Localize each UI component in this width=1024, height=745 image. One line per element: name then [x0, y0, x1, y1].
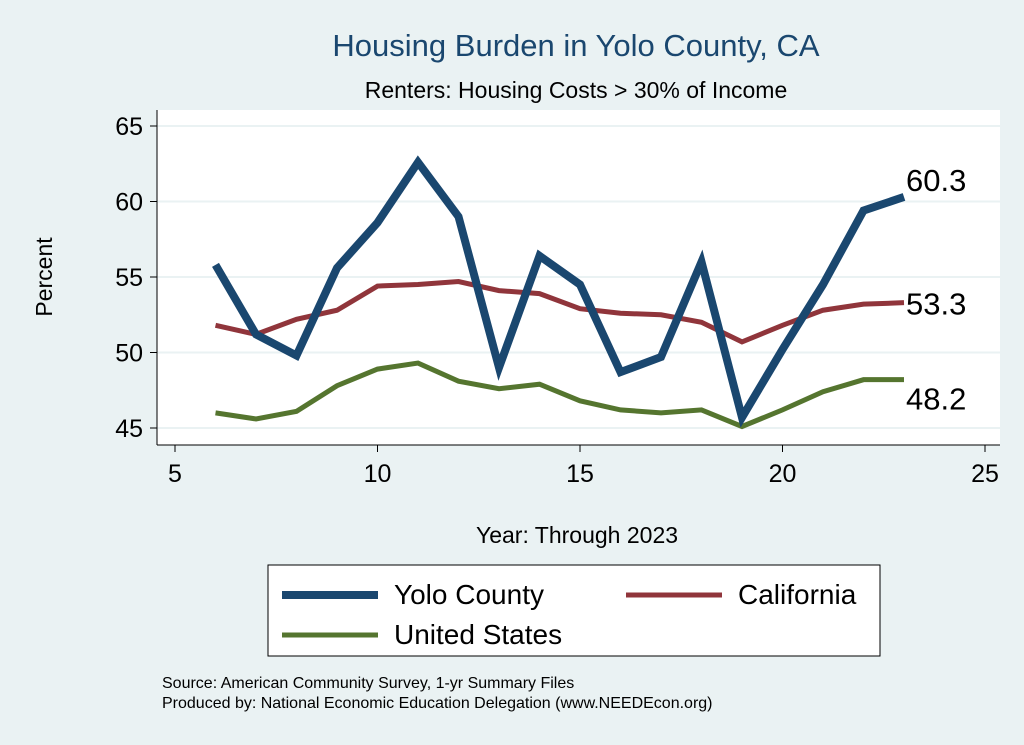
end-value-label: 53.3: [906, 287, 966, 322]
x-tick-label: 25: [971, 460, 999, 488]
x-tick-label: 5: [168, 460, 182, 488]
x-tick-label: 15: [566, 460, 594, 488]
legend-label: California: [738, 579, 857, 610]
series-line-california: [214, 279, 905, 345]
y-tick-label: 50: [115, 340, 143, 368]
y-tick-label: 55: [115, 264, 143, 292]
chart-subtitle: Renters: Housing Costs > 30% of Income: [365, 77, 788, 103]
legend-label: Yolo County: [394, 579, 544, 610]
series-line-united-states: [215, 360, 904, 430]
x-tick-label: 10: [364, 460, 392, 488]
y-axis-label: Percent: [31, 237, 57, 317]
end-value-label: 48.2: [906, 382, 966, 417]
x-axis-label: Year: Through 2023: [476, 522, 678, 548]
chart-title: Housing Burden in Yolo County, CA: [332, 28, 819, 63]
end-value-label: 60.3: [906, 163, 966, 198]
legend-label: United States: [394, 619, 562, 650]
series-line-yolo-county: [212, 155, 906, 428]
y-tick-label: 65: [115, 113, 143, 141]
producer-note: Produced by: National Economic Education…: [162, 695, 713, 712]
legend-box: [267, 564, 881, 657]
y-tick-label: 45: [115, 415, 143, 443]
y-tick-label: 60: [115, 189, 143, 217]
x-tick-label: 20: [769, 460, 797, 488]
source-note: Source: American Community Survey, 1-yr …: [162, 675, 574, 692]
